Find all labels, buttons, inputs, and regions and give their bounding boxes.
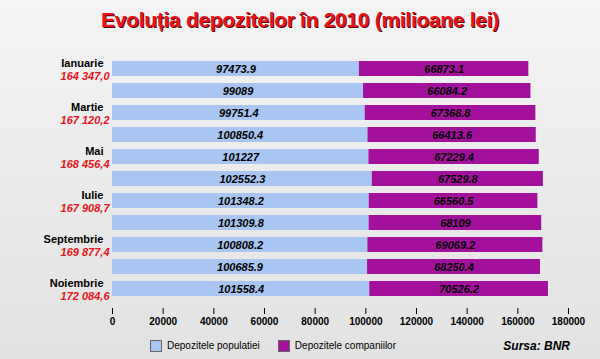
svg-text:66084.2: 66084.2 (427, 85, 467, 97)
svg-text:Ianuarie: Ianuarie (61, 57, 103, 69)
html-text:Depozitele populatiei: Depozitele populatiei (167, 340, 260, 351)
svg-text:80000: 80000 (301, 316, 329, 327)
svg-text:101227: 101227 (222, 151, 260, 163)
svg-text:Mai: Mai (85, 145, 103, 157)
svg-text:101558.4: 101558.4 (218, 283, 264, 295)
svg-text:100685.9: 100685.9 (217, 261, 264, 273)
svg-text:168 456,4: 168 456,4 (61, 158, 110, 170)
svg-text:180000: 180000 (552, 316, 586, 327)
svg-text:97473.9: 97473.9 (216, 63, 257, 75)
svg-text:0: 0 (110, 316, 116, 327)
svg-text:100808.2: 100808.2 (217, 239, 263, 251)
svg-text:102552.3: 102552.3 (219, 173, 265, 185)
svg-text:140000: 140000 (450, 316, 484, 327)
svg-text:164 347,0: 164 347,0 (61, 70, 111, 82)
svg-text:100850.4: 100850.4 (217, 129, 263, 141)
svg-text:67229.4: 67229.4 (434, 151, 474, 163)
svg-text:67368.8: 67368.8 (431, 107, 472, 119)
svg-text:60000: 60000 (251, 316, 279, 327)
svg-text:Septembrie: Septembrie (44, 233, 104, 245)
svg-text:120000: 120000 (400, 316, 434, 327)
svg-text:20000: 20000 (149, 316, 177, 327)
html-text:Depozitele companiilor: Depozitele companiilor (294, 340, 396, 351)
svg-text:69069.2: 69069.2 (435, 239, 475, 251)
html-text:Evoluția depozitelor în 2010 (: Evoluția depozitelor în 2010 (milioane l… (101, 8, 499, 31)
svg-text:101309.8: 101309.8 (218, 217, 265, 229)
svg-text:Noiembrie: Noiembrie (50, 277, 104, 289)
svg-text:40000: 40000 (200, 316, 228, 327)
html-text:Sursa: BNR: Sursa: BNR (503, 338, 570, 353)
svg-text:68109: 68109 (440, 217, 471, 229)
svg-text:101348.2: 101348.2 (218, 195, 264, 207)
svg-text:66560.5: 66560.5 (434, 195, 475, 207)
svg-text:66413.6: 66413.6 (432, 129, 473, 141)
svg-text:Martie: Martie (71, 101, 103, 113)
svg-text:169 877,4: 169 877,4 (61, 246, 110, 258)
svg-text:167 908,7: 167 908,7 (61, 202, 111, 214)
svg-text:Iulie: Iulie (81, 189, 103, 201)
svg-text:68250.4: 68250.4 (434, 261, 474, 273)
svg-text:70526.2: 70526.2 (439, 283, 479, 295)
svg-text:172 084,6: 172 084,6 (61, 290, 111, 302)
svg-text:99089: 99089 (223, 85, 254, 97)
svg-text:99751.4: 99751.4 (219, 107, 259, 119)
svg-text:67529.8: 67529.8 (438, 173, 479, 185)
svg-text:100000: 100000 (349, 316, 383, 327)
svg-text:167 120,2: 167 120,2 (61, 114, 110, 126)
svg-text:66873.1: 66873.1 (424, 63, 464, 75)
svg-text:160000: 160000 (501, 316, 535, 327)
